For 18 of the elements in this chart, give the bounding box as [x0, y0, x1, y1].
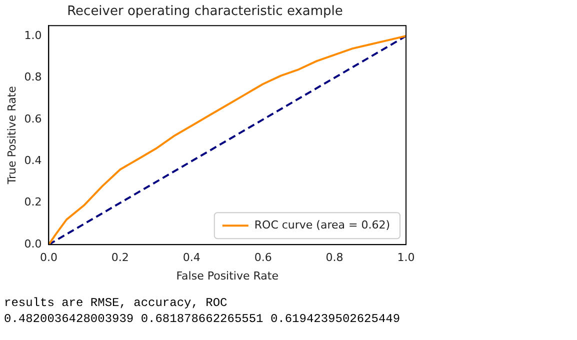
- x-tick-label: 0.0: [40, 251, 58, 264]
- y-tick-label: 0.8: [24, 70, 42, 84]
- x-tick-label: 1.0: [397, 251, 415, 264]
- x-axis-title: False Positive Rate: [176, 269, 279, 282]
- x-tick-label: 0.8: [326, 251, 344, 264]
- x-tick-label: 0.4: [182, 251, 200, 264]
- chart-title: Receiver operating characteristic example: [67, 4, 343, 20]
- y-axis-title: True Positive Rate: [5, 86, 18, 186]
- x-tick-label: 0.6: [254, 251, 272, 264]
- y-tick-label: 0.2: [24, 196, 42, 209]
- x-tick-label: 0.2: [111, 251, 129, 264]
- y-tick-label: 0.6: [24, 112, 42, 126]
- text: 0.4820036428003939 0.681878662265551 0.6194239502625449: [4, 311, 402, 327]
- text: results are RMSE, accuracy, ROC: [4, 295, 228, 311]
- legend-label: ROC curve (area = 0.62): [254, 218, 390, 232]
- y-tick-label: 0.0: [24, 237, 42, 250]
- y-tick-label: 1.0: [24, 28, 42, 42]
- y-tick-label: 0.4: [24, 154, 42, 168]
